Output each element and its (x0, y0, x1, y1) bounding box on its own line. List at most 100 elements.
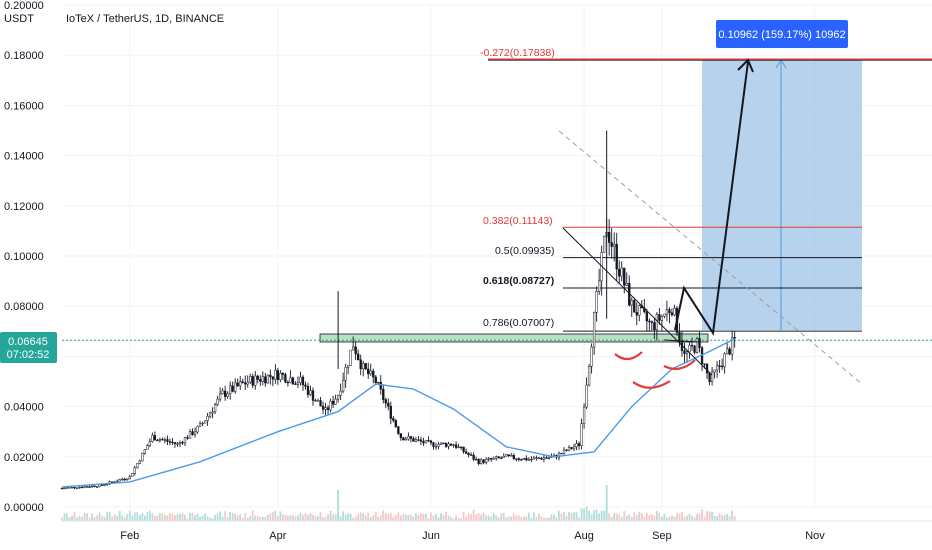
candle-body (384, 399, 387, 404)
volume-bar (86, 513, 88, 521)
volume-bar (128, 510, 131, 521)
volume-bar (495, 515, 498, 521)
candle-body (126, 478, 129, 480)
volume-bar (108, 511, 111, 521)
volume-bar (294, 516, 297, 521)
volume-bar (259, 517, 262, 521)
volume-bar (532, 512, 535, 521)
y-tick-label: 0.08000 (4, 301, 44, 313)
volume-bar (143, 515, 146, 521)
candle-body (176, 443, 179, 445)
candle-body (256, 375, 259, 380)
volume-bar (412, 516, 415, 521)
candle-body (234, 382, 237, 392)
volume-bar (141, 513, 144, 521)
candle-body (673, 307, 676, 316)
volume-bar (583, 508, 585, 521)
candle-body (98, 484, 101, 487)
volume-bar (63, 513, 66, 521)
candle-body (650, 321, 654, 323)
volume-bar (480, 514, 483, 521)
volume-bar (666, 517, 668, 521)
x-tick-label: Sep (652, 530, 672, 542)
volume-bar (199, 516, 201, 521)
left-shoulder-arc (614, 351, 643, 361)
volume-bar (226, 517, 229, 521)
volume-bar (116, 515, 119, 521)
candle-body (153, 435, 157, 441)
volume-bar (179, 513, 181, 521)
volume-bar (93, 517, 96, 521)
volume-bar (216, 513, 219, 521)
candle-body (339, 390, 342, 396)
volume-bar (71, 515, 73, 521)
candle-body (535, 457, 538, 459)
volume-bar (409, 514, 412, 521)
candle-body (224, 390, 227, 397)
volume-bar (447, 515, 450, 521)
current-price-value: 0.06645 (8, 336, 48, 348)
candle-body (590, 346, 593, 367)
volume-bar (698, 513, 701, 521)
volume-bar (357, 514, 360, 521)
candle-body (464, 451, 468, 454)
support-zone (319, 333, 709, 343)
volume-bar (131, 515, 134, 521)
candle-body (595, 291, 598, 313)
candle-body (540, 457, 543, 460)
candle-body (615, 244, 618, 270)
candle-body (316, 400, 320, 402)
volume-bar (440, 513, 442, 521)
candle-body (309, 390, 312, 395)
candle-body (83, 486, 86, 488)
candle-body (226, 393, 229, 397)
candle-body (143, 449, 146, 454)
volume-bar (106, 511, 109, 521)
candle-body (201, 422, 204, 425)
x-tick-label: Nov (805, 530, 825, 542)
candle-body (284, 374, 287, 383)
volume-bar (653, 515, 656, 521)
volume-bar (324, 516, 327, 521)
volume-bar (158, 513, 161, 521)
candle-body (545, 457, 548, 459)
volume-bar (221, 516, 224, 521)
volume-bar (505, 517, 508, 521)
candle-body (346, 365, 350, 368)
volume-bar (354, 516, 357, 521)
candle-body (537, 457, 541, 459)
candle-body (638, 305, 641, 316)
candle-body (334, 398, 337, 405)
volume-bar (618, 514, 621, 521)
candle-body (557, 452, 561, 458)
volume-bar (470, 514, 473, 521)
candle-body (279, 373, 282, 380)
volume-bar (512, 513, 515, 521)
x-tick-label: Aug (574, 530, 594, 542)
candle-body (95, 486, 99, 488)
volume-bar (302, 514, 304, 521)
volume-bar (467, 513, 470, 521)
candle-body (726, 348, 729, 355)
candle-body (299, 376, 302, 384)
candle-body (663, 313, 666, 317)
candle-body (296, 382, 300, 385)
volume-bar (138, 515, 141, 521)
volume-bar-spike (337, 490, 340, 521)
volume-bar (189, 512, 191, 521)
volume-bar (615, 513, 618, 521)
candle-body (374, 376, 377, 384)
candle-body (618, 268, 621, 277)
volume-bar (151, 513, 154, 521)
candle-body (372, 370, 375, 378)
candle-body (648, 320, 651, 323)
volume-bar (598, 513, 601, 521)
candle-body (542, 457, 546, 460)
candle-body (482, 459, 485, 463)
candle-body (261, 376, 264, 382)
candle-body (319, 400, 322, 407)
descending-trendline (562, 227, 713, 376)
volume-bar (76, 517, 78, 521)
candle-body (490, 458, 493, 460)
